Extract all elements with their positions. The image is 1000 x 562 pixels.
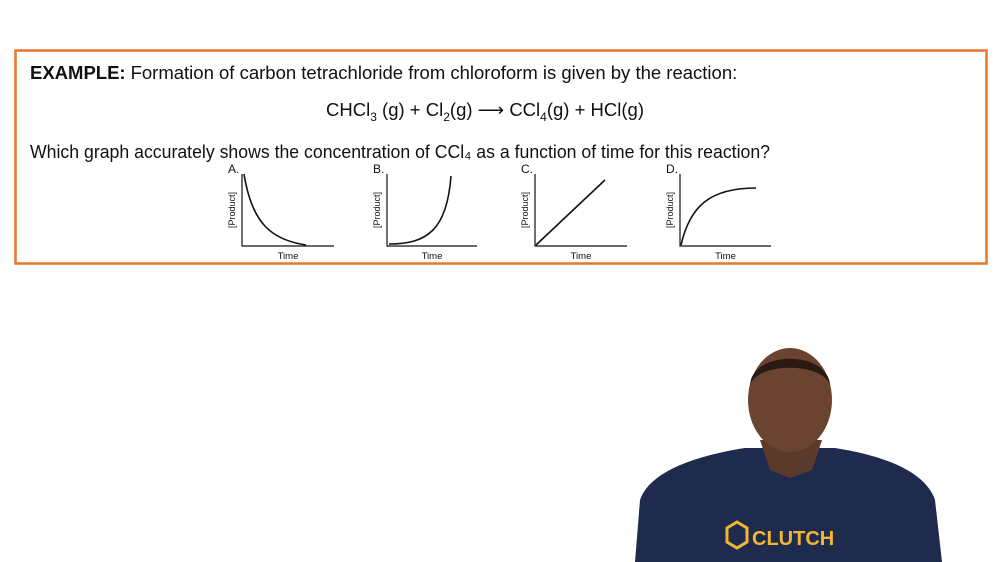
example-line: EXAMPLE: Formation of carbon tetrachlorid… (30, 62, 737, 83)
graph: C. [Product] Time (520, 162, 627, 262)
curve (388, 175, 452, 245)
graph: B. [Product] Time (372, 162, 477, 262)
question: Which graph accurately shows the concent… (30, 141, 770, 162)
logo-icon (725, 520, 749, 550)
presenter: CLUTCH (635, 348, 942, 562)
neck (760, 440, 822, 478)
y-axis-label: [Product] (372, 192, 382, 228)
graph-label: A. (228, 162, 239, 176)
shirt-text: CLUTCH (752, 528, 834, 550)
equation: CHCl3 (g) + Cl2(g) ⟶ CCl4(g) + HCl(g) (326, 99, 644, 124)
graph-label: D. (666, 162, 678, 176)
axes (679, 174, 771, 247)
graph-label: B. (373, 162, 384, 176)
curve (243, 173, 307, 246)
example-box (14, 49, 988, 265)
example-intro: Formation of carbon tetrachloride from c… (131, 62, 738, 83)
curve (535, 179, 606, 246)
equation-part: (g) ⟶ CCl (450, 99, 540, 120)
shirt (635, 448, 942, 562)
y-axis-label: [Product] (520, 192, 530, 228)
axes (534, 174, 627, 247)
equation-part: CHCl (326, 99, 370, 120)
equation-part: (g) + Cl (377, 99, 443, 120)
y-axis-label: [Product] (227, 192, 237, 228)
equation-subscript: 3 (370, 110, 377, 124)
axes (241, 174, 334, 247)
x-axis-label: Time (571, 251, 592, 262)
equation-subscript: 4 (540, 110, 547, 124)
head (748, 348, 832, 452)
hair (750, 358, 830, 385)
y-axis-label: [Product] (665, 192, 675, 228)
graph-options: A. [Product] Time B. [Product] Time C. [Product… (227, 162, 771, 262)
graph-label: C. (521, 162, 533, 176)
x-axis-label: Time (422, 251, 443, 262)
x-axis-label: Time (278, 251, 299, 262)
example-heading: EXAMPLE: (30, 62, 126, 83)
equation-subscript: 2 (443, 110, 450, 124)
x-axis-label: Time (715, 251, 736, 262)
curve (680, 187, 757, 246)
axes (386, 174, 477, 247)
equation-part: (g) + HCl(g) (547, 99, 644, 120)
graph: A. [Product] Time (227, 162, 334, 262)
graph: D. [Product] Time (665, 162, 771, 262)
